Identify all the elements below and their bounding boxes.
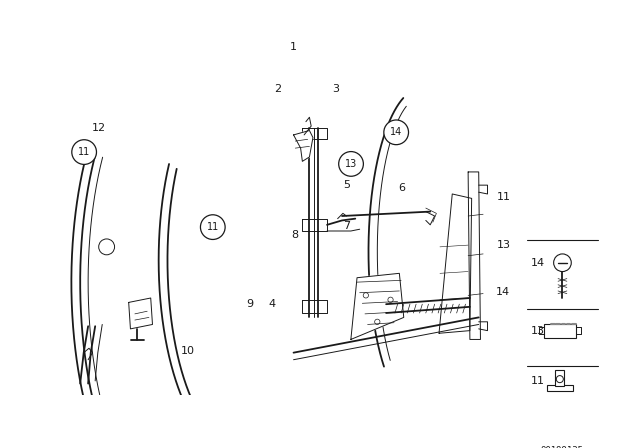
Text: 12: 12 (92, 123, 106, 134)
Text: 10: 10 (180, 346, 195, 356)
Polygon shape (468, 172, 481, 340)
Circle shape (339, 151, 364, 176)
Circle shape (384, 120, 408, 145)
Text: 4: 4 (268, 299, 276, 309)
Text: 14: 14 (497, 287, 511, 297)
Circle shape (200, 215, 225, 240)
Text: 1: 1 (290, 42, 297, 52)
Polygon shape (529, 408, 591, 426)
Text: 14: 14 (531, 258, 545, 268)
Text: O0199135: O0199135 (541, 446, 584, 448)
Text: 11: 11 (207, 222, 219, 232)
Text: 13: 13 (497, 240, 510, 250)
Text: 8: 8 (291, 230, 298, 240)
Text: 2: 2 (274, 84, 281, 94)
Text: 11: 11 (497, 193, 510, 202)
Text: 5: 5 (343, 180, 350, 190)
Bar (547, 385, 573, 391)
Text: 11: 11 (531, 376, 545, 386)
Polygon shape (294, 130, 313, 161)
Text: 14: 14 (390, 127, 403, 138)
Polygon shape (351, 273, 404, 340)
Circle shape (72, 140, 97, 164)
Text: 13: 13 (531, 326, 545, 336)
Polygon shape (129, 298, 152, 329)
Bar (556, 370, 564, 386)
Text: 7: 7 (344, 221, 351, 231)
Text: 11: 11 (78, 147, 90, 157)
Circle shape (554, 254, 572, 271)
Text: 13: 13 (345, 159, 357, 169)
Polygon shape (529, 422, 591, 426)
Text: 3: 3 (332, 84, 339, 94)
Polygon shape (439, 194, 472, 333)
Bar (527, 441, 598, 448)
Text: 9: 9 (246, 299, 253, 309)
Text: 6: 6 (398, 183, 405, 194)
Bar (544, 323, 576, 338)
